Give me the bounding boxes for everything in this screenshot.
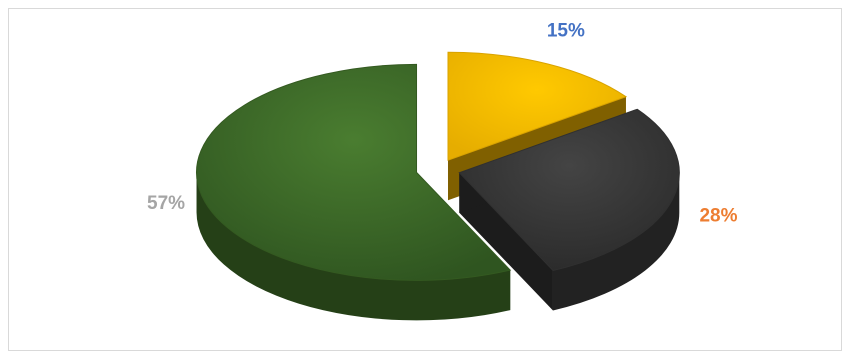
pie-slice-wall [552, 172, 680, 311]
data-label-57: 57% [147, 193, 185, 214]
pie-slice-top [458, 108, 680, 272]
pie-slice-28 [458, 108, 680, 311]
data-label-15: 15% [547, 21, 585, 42]
pie-slice-wall [196, 172, 511, 321]
data-label-28: 28% [699, 206, 737, 227]
pie-slice-top [447, 51, 628, 161]
pie-slice-top [196, 63, 512, 281]
pie-slice-edge [459, 172, 553, 311]
pie-slice-57 [196, 63, 512, 321]
